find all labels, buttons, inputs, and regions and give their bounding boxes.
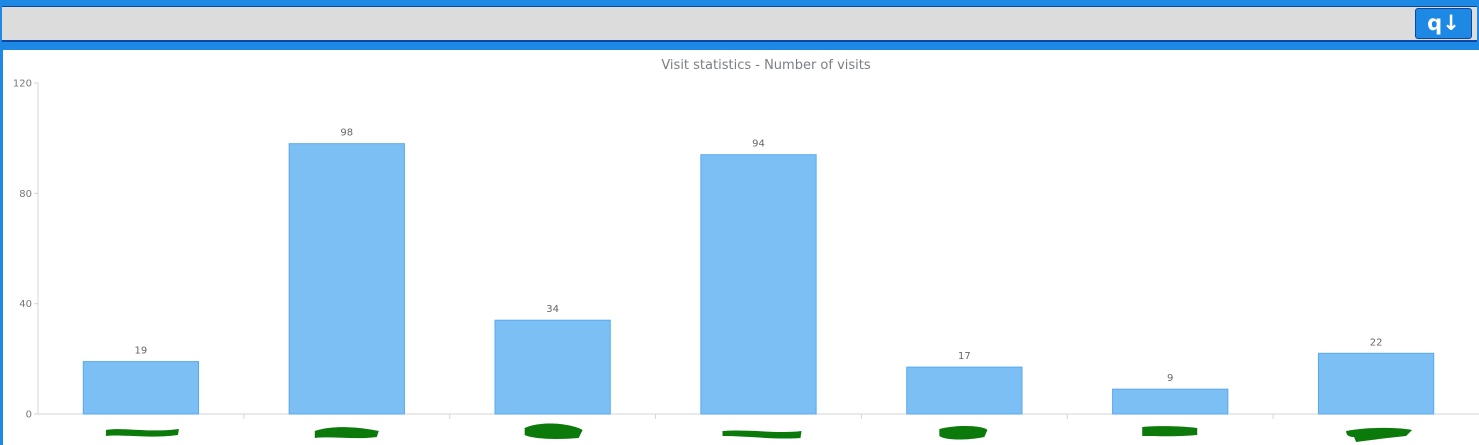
- bar-value-label: 34: [546, 304, 559, 315]
- redacted-category-label: [1142, 426, 1198, 437]
- chart-panel: Visit statistics - Number of visits 0 40 8…: [3, 50, 1479, 445]
- bar-value-label: 17: [958, 351, 971, 362]
- bar: [1112, 388, 1229, 415]
- bar: [700, 154, 817, 415]
- bar: [906, 366, 1023, 415]
- redacted-category-label: [1346, 427, 1413, 442]
- bar-chart: 0 40 80 120 19 98 34 94 17 9 22: [13, 79, 1479, 442]
- y-tick-label: 120: [13, 79, 32, 90]
- redacted-category-label: [314, 427, 379, 439]
- y-tick-label: 80: [19, 189, 32, 200]
- bar-value-label: 22: [1370, 337, 1383, 348]
- bar: [82, 361, 200, 415]
- bar: [1317, 352, 1435, 415]
- redacted-category-label: [939, 426, 988, 440]
- chart-title: Visit statistics - Number of visits: [661, 58, 871, 73]
- bar-value-label: 98: [340, 128, 353, 139]
- bar-value-label: 9: [1167, 373, 1173, 384]
- quick-sort-button[interactable]: q↓: [1415, 8, 1472, 39]
- bar-value-label: 94: [752, 139, 765, 150]
- redacted-category-label: [524, 423, 583, 439]
- bar: [288, 143, 405, 415]
- toolbar: q↓: [2, 6, 1477, 42]
- redacted-category-label: [722, 430, 802, 439]
- redacted-category-label: [105, 429, 179, 437]
- bar-value-label: 19: [135, 346, 148, 357]
- bar: [494, 319, 611, 415]
- y-tick-label: 40: [19, 299, 32, 310]
- y-tick-label: 0: [26, 410, 32, 421]
